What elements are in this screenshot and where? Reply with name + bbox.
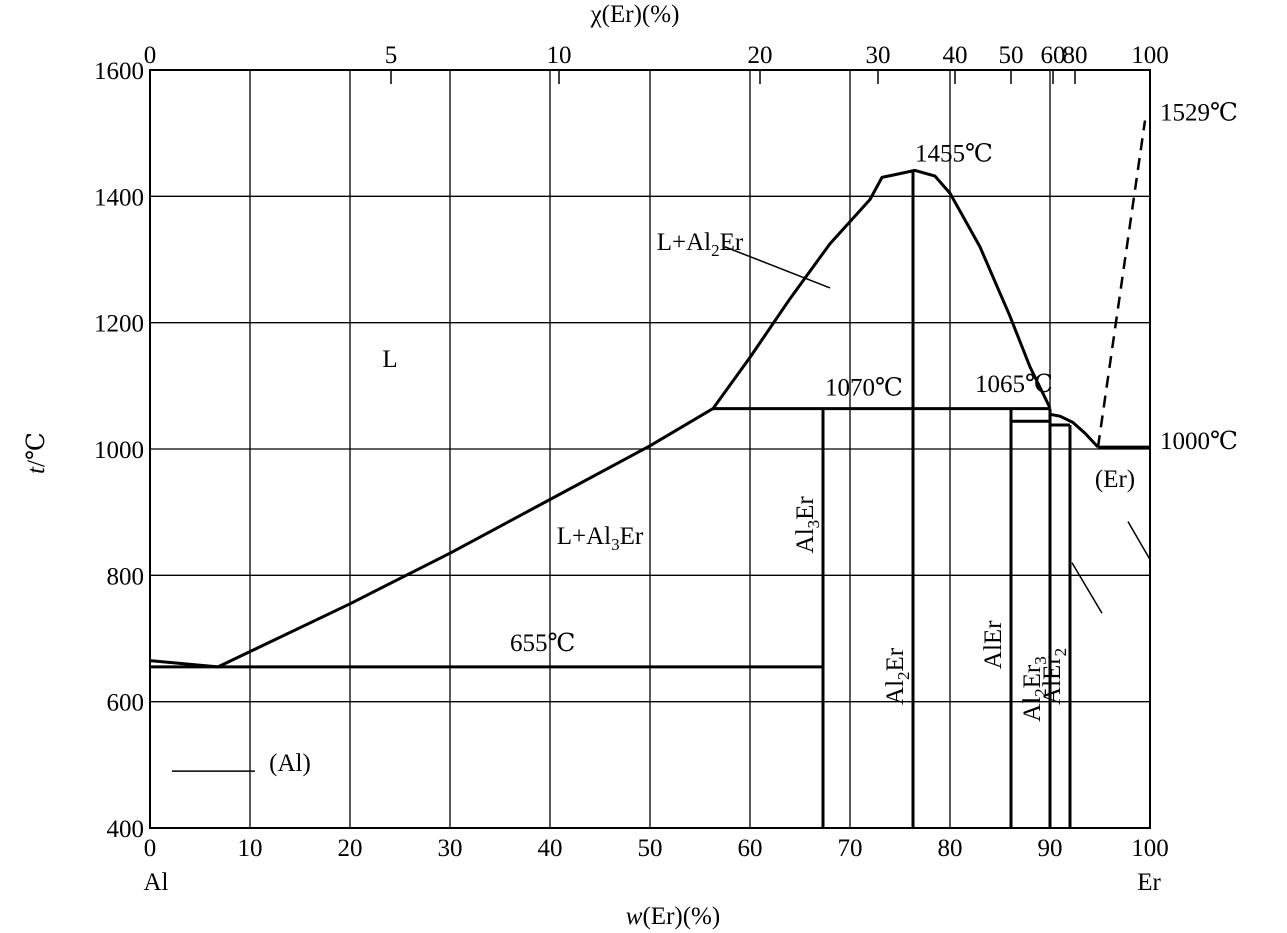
top-tick-label: 0 <box>144 42 157 69</box>
x-tick-label: 0 <box>144 835 157 862</box>
phase-region-label: L+Al3Er <box>557 523 644 554</box>
phase-region-label: L <box>382 346 397 373</box>
er-liquidus-dashed <box>1096 120 1147 448</box>
top-tick-label: 60 <box>1041 42 1066 69</box>
x-tick-label: 80 <box>938 835 963 862</box>
top-tick-label: 5 <box>385 42 398 69</box>
compound-label-group: Al3Er <box>792 496 823 554</box>
top-axis-title: χ(Er)(%) <box>590 1 680 28</box>
compound-label: Al2Er3 <box>1019 656 1050 722</box>
x-tick-label: 100 <box>1131 835 1169 862</box>
phase-region-label: (Al) <box>269 750 311 777</box>
y-tick-label: 1200 <box>94 311 144 338</box>
top-tick-label: 80 <box>1063 42 1088 69</box>
axes: 0 10 20 30 40 50 60 70 80 90 100400600800100012001… <box>94 42 1169 862</box>
top-tick-label: 10 <box>547 42 572 69</box>
temperature-label: 655℃ <box>510 630 575 657</box>
y-tick-label: 1400 <box>94 184 144 211</box>
temperature-label: 1455℃ <box>915 141 993 168</box>
leader-line <box>1127 521 1151 560</box>
x-tick-label: 20 <box>338 835 363 862</box>
x-tick-label: 30 <box>438 835 463 862</box>
phase-labels: 1455℃ 1529℃ 1070℃ 1065℃ 1000℃ 655℃ L L+Al2Er L+A… <box>172 100 1238 777</box>
phase-region-label: (Er) <box>1095 466 1135 493</box>
top-tick-label: 50 <box>999 42 1024 69</box>
temperature-label: 1070℃ <box>825 374 903 401</box>
liquidus-curve <box>149 168 1052 669</box>
x-tick-label: 40 <box>538 835 563 862</box>
x-tick-label: 70 <box>838 835 863 862</box>
temperature-label: 1000℃ <box>1160 428 1238 455</box>
x-right-element: Er <box>1137 869 1161 896</box>
x-tick-label: 90 <box>1038 835 1063 862</box>
phase-curves <box>149 120 1150 828</box>
leader-line <box>1071 562 1103 614</box>
y-tick-label: 1600 <box>94 58 144 85</box>
y-tick-label: 400 <box>107 816 145 843</box>
x-axis-title: w(Er)(%) <box>626 903 720 930</box>
leader-line <box>724 246 831 289</box>
y-tick-label: 600 <box>107 690 145 717</box>
top-tick-label: 40 <box>943 42 968 69</box>
compound-label: Al3Er <box>792 496 823 554</box>
y-tick-label: 1000 <box>94 437 144 464</box>
x-tick-label: 50 <box>638 835 663 862</box>
compound-label: AlEr2 <box>1039 648 1070 705</box>
x-tick-label: 10 <box>238 835 263 862</box>
compound-label: AlEr <box>980 620 1007 669</box>
phase-region-label: L+Al2Er <box>657 229 744 260</box>
y-axis-title: t/℃ <box>23 432 50 474</box>
compound-label-group: AlEr <box>980 620 1007 669</box>
temperature-label: 1065℃ <box>975 371 1053 398</box>
compound-label-group: AlEr2 <box>1039 648 1070 705</box>
temperature-label: 1529℃ <box>1160 100 1238 127</box>
compound-label-group: Al2Er <box>882 647 913 705</box>
y-tick-label: 800 <box>107 563 145 590</box>
x-tick-label: 60 <box>738 835 763 862</box>
top-tick-label: 20 <box>748 42 773 69</box>
al2er3-liquidus <box>1049 412 1100 449</box>
compound-label-group: Al2Er3 <box>1019 656 1050 722</box>
x-left-element: Al <box>144 869 169 896</box>
top-tick-label: 30 <box>866 42 891 69</box>
grid-lines <box>150 70 1150 828</box>
compound-label: Al2Er <box>882 647 913 705</box>
top-tick-label: 100 <box>1131 42 1169 69</box>
